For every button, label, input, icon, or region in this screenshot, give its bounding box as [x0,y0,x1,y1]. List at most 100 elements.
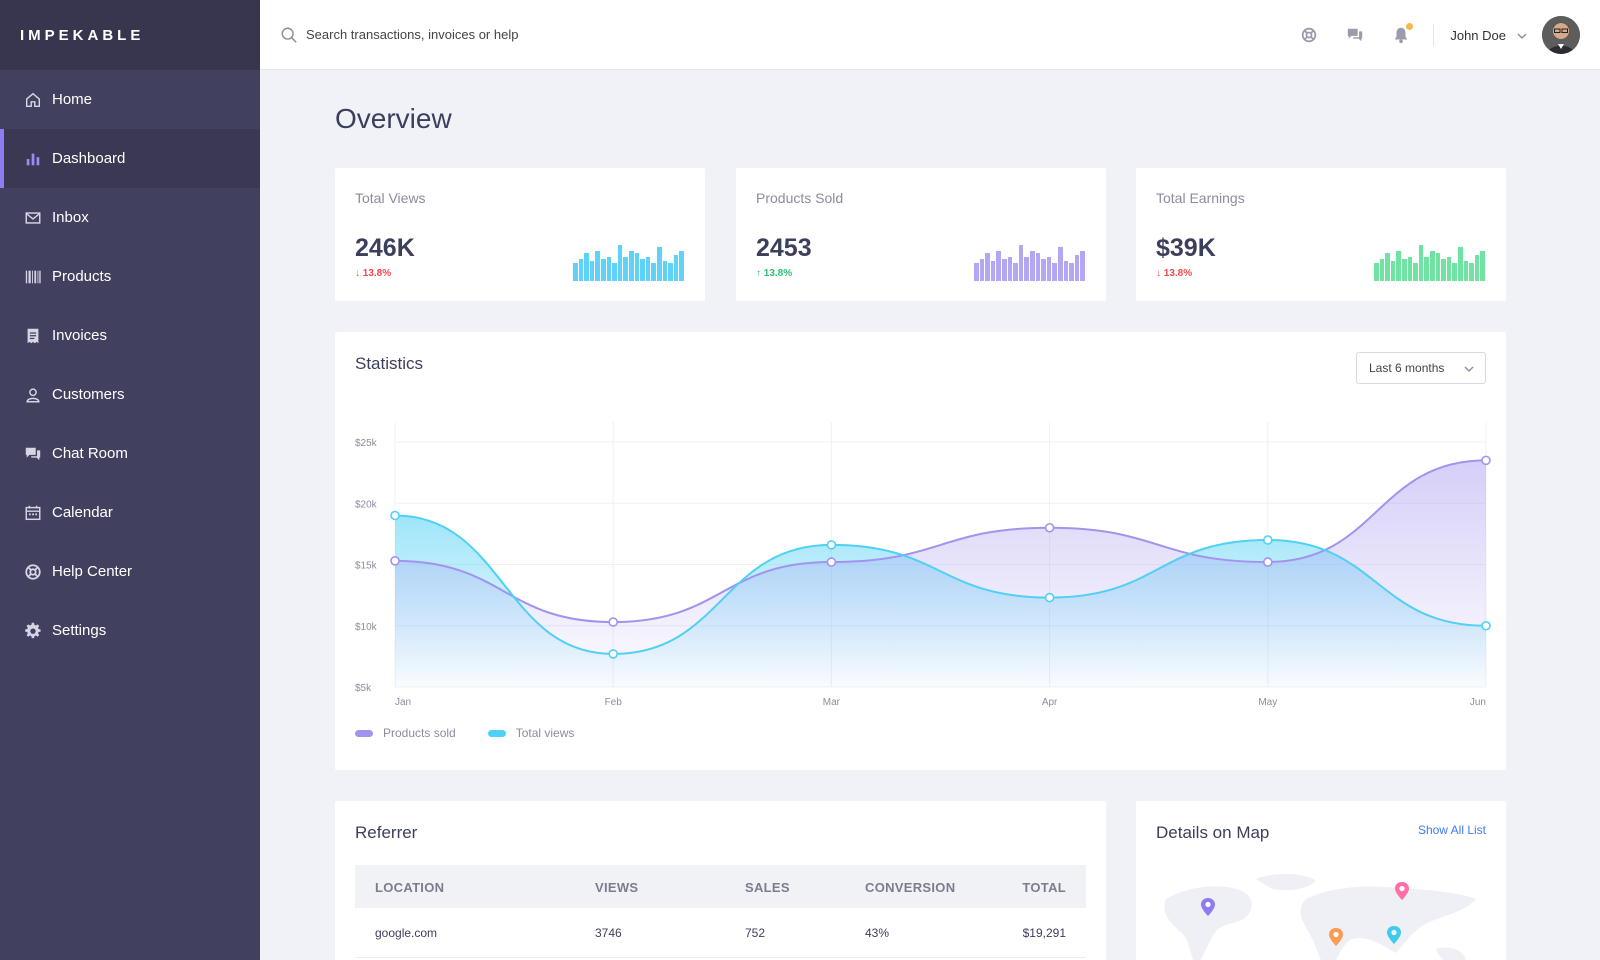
mini-bar [1390,261,1396,281]
mini-bar [606,257,612,281]
mini-bar [634,253,640,281]
period-select[interactable]: Last 6 months [1356,352,1486,384]
chat-icon[interactable] [1345,25,1365,45]
mini-bar [1041,259,1046,281]
mini-bar [573,263,578,281]
topbar-actions: John Doe [1273,0,1580,70]
mini-bar [985,253,990,281]
sidebar-item-products[interactable]: Products [0,247,260,306]
statistics-card: Statistics Last 6 months $5k $10k $15k $20k… [335,332,1506,770]
column-header-views[interactable]: VIEWS [595,880,639,895]
data-point [1044,592,1055,603]
sidebar-item-home[interactable]: Home [0,70,260,129]
user-name[interactable]: John Doe [1450,27,1506,43]
mini-bar [1452,263,1457,281]
search-input[interactable] [306,27,706,42]
chat-icon [24,445,42,463]
bar-chart-icon [24,150,42,168]
table-row[interactable]: google.com 3746 752 43% $19,291 [355,908,1086,958]
x-tick-label: Jun [1470,697,1486,708]
column-header-location[interactable]: LOCATION [375,880,445,895]
mini-bar-chart [1374,241,1486,281]
x-tick-label: Apr [1042,697,1058,708]
mini-bar [595,251,600,281]
column-header-sales[interactable]: SALES [745,880,790,895]
mini-bar [1035,253,1041,281]
mini-bar [662,261,668,281]
arrow-down-icon: ↓ [355,268,360,279]
mini-bar [1457,247,1463,281]
sidebar-item-label: Help Center [52,563,133,580]
map-pin-icon[interactable] [1386,925,1402,945]
avatar[interactable] [1542,16,1580,54]
cell-location: google.com [375,926,438,940]
chevron-down-icon [1463,363,1475,375]
y-tick-label: $25k [355,438,378,449]
sidebar-item-label: Inbox [52,209,89,226]
mini-bar [1001,259,1007,281]
calendar-icon [24,504,42,522]
mini-bar [628,251,634,281]
mini-bar [1469,263,1474,281]
column-header-conversion[interactable]: CONVERSION [865,880,956,895]
column-header-total[interactable]: TOTAL [1022,880,1066,895]
sidebar-item-chat-room[interactable]: Chat Room [0,424,260,483]
mini-bar [979,259,985,281]
sidebar-item-help-center[interactable]: Help Center [0,542,260,601]
mini-bar [1018,245,1024,281]
sidebar-item-customers[interactable]: Customers [0,365,260,424]
data-point [1262,535,1273,545]
sidebar-item-calendar[interactable]: Calendar [0,483,260,542]
chevron-down-icon[interactable] [1516,29,1528,41]
stat-title: Total Earnings [1156,190,1245,206]
home-icon [24,91,42,109]
lifebuoy-icon[interactable] [1299,25,1319,45]
mini-bar [996,251,1001,281]
legend-label: Products sold [383,726,456,740]
mini-bar [612,263,617,281]
map-pin-icon[interactable] [1328,927,1344,947]
barcode-icon [24,268,42,286]
arrow-up-icon: ↑ [756,268,761,279]
y-tick-label: $5k [355,683,372,694]
world-map[interactable] [1156,869,1486,960]
mini-bar [1429,251,1435,281]
legend-item-total-views[interactable]: Total views [487,726,574,740]
sidebar-item-inbox[interactable]: Inbox [0,188,260,247]
stat-value: 2453 [756,234,812,262]
brand-logo[interactable]: IMPEKABLE [0,0,260,70]
sidebar-item-label: Settings [52,622,107,639]
mini-bar [1407,257,1413,281]
x-tick-label: May [1258,697,1277,708]
chart-legend: Products sold Total views [355,726,606,740]
mini-bar [1063,261,1069,281]
referrer-card: Referrer LOCATION VIEWS SALES CONVERSION… [335,801,1106,960]
series-area [395,460,1486,687]
mini-bar [589,261,595,281]
data-point [1481,455,1491,466]
mini-bar-chart [974,241,1086,281]
mail-icon [24,209,42,227]
stat-title: Products Sold [756,190,844,206]
sidebar-item-settings[interactable]: Settings [0,601,260,660]
legend-item-products-sold[interactable]: Products sold [355,726,456,740]
mini-bar [668,263,673,281]
search-icon[interactable] [280,26,298,44]
x-tick-label: Feb [605,697,623,708]
sidebar-item-dashboard[interactable]: Dashboard [0,129,260,188]
sidebar-item-invoices[interactable]: Invoices [0,306,260,365]
map-pin-icon[interactable] [1200,897,1216,917]
mini-bar [617,245,623,281]
bell-icon[interactable] [1391,23,1414,45]
mini-bar [645,257,651,281]
mini-bar [673,255,679,281]
show-all-list-link[interactable]: Show All List [1417,823,1486,837]
sidebar-item-label: Invoices [52,327,108,344]
mini-bar [1413,263,1418,281]
mini-bar [1080,251,1085,281]
mini-bar [1052,263,1057,281]
map-pin-icon[interactable] [1394,881,1410,901]
mini-bar [600,259,606,281]
stat-value: $39K [1156,234,1216,262]
mini-bar [1435,253,1441,281]
